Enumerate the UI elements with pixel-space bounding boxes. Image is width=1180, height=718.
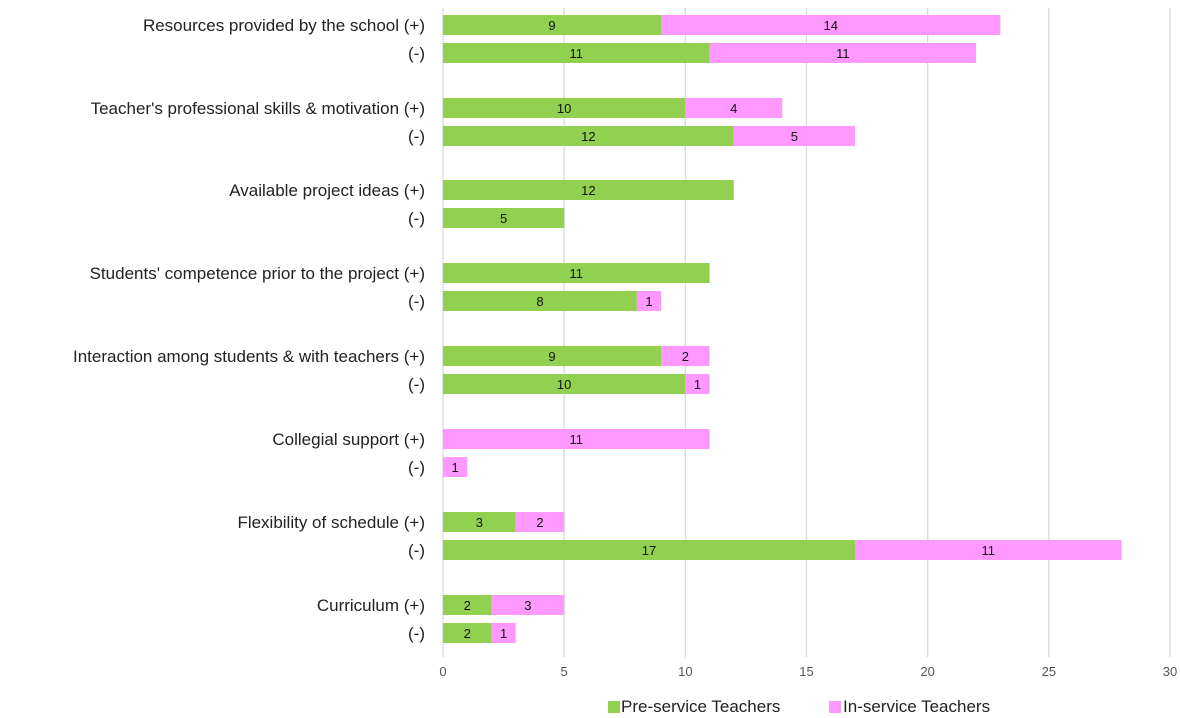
category-label: Collegial support (+) bbox=[272, 430, 425, 449]
data-label: 11 bbox=[570, 46, 584, 61]
legend-swatch-in-service bbox=[829, 701, 841, 713]
data-label: 14 bbox=[823, 18, 837, 33]
category-label: Available project ideas (+) bbox=[229, 181, 425, 200]
bar-segment bbox=[709, 43, 977, 63]
x-tick-label: 15 bbox=[799, 664, 813, 679]
category-label: (-) bbox=[408, 44, 425, 63]
x-tick-labels: 0 5 10 15 20 25 30 bbox=[439, 664, 1177, 679]
legend-label-pre-service: Pre-service Teachers bbox=[621, 697, 780, 716]
bar-segment bbox=[443, 180, 734, 200]
bar-segment bbox=[685, 374, 710, 394]
x-tick-label: 30 bbox=[1163, 664, 1177, 679]
category-label: Students' competence prior to the projec… bbox=[90, 264, 425, 283]
bar-segment bbox=[443, 43, 710, 63]
x-tick-label: 20 bbox=[920, 664, 934, 679]
data-label: 4 bbox=[730, 101, 737, 116]
bar-segment bbox=[854, 540, 1122, 560]
bar-segment bbox=[636, 291, 662, 311]
bar-segment bbox=[733, 126, 855, 146]
category-label: (-) bbox=[408, 624, 425, 643]
bar-segment bbox=[443, 208, 565, 228]
bar-segment bbox=[443, 98, 686, 118]
category-label: (-) bbox=[408, 292, 425, 311]
category-label: (-) bbox=[408, 458, 425, 477]
data-label: 2 bbox=[536, 515, 543, 530]
bar-segment bbox=[443, 126, 734, 146]
bar-segment bbox=[443, 346, 662, 366]
data-label: 10 bbox=[557, 101, 571, 116]
category-label: (-) bbox=[408, 127, 425, 146]
bar-segment bbox=[491, 595, 565, 615]
data-label: 1 bbox=[694, 377, 701, 392]
bar-segment bbox=[443, 15, 662, 35]
data-label: 3 bbox=[524, 598, 531, 613]
data-label: 2 bbox=[464, 626, 471, 641]
legend: Pre-service Teachers In-service Teachers bbox=[608, 697, 990, 716]
data-label: 12 bbox=[581, 183, 595, 198]
bar-segment bbox=[491, 623, 516, 643]
legend-swatch-pre-service bbox=[608, 701, 620, 713]
category-label: Flexibility of schedule (+) bbox=[237, 513, 425, 532]
category-label: (-) bbox=[408, 209, 425, 228]
category-label: (-) bbox=[408, 375, 425, 394]
legend-label-in-service: In-service Teachers bbox=[843, 697, 990, 716]
bar-segment bbox=[443, 263, 710, 283]
data-label: 11 bbox=[836, 46, 850, 61]
x-tick-label: 0 bbox=[439, 664, 446, 679]
data-label: 11 bbox=[982, 543, 996, 558]
data-label: 10 bbox=[557, 377, 571, 392]
bar-segment bbox=[661, 346, 710, 366]
bar-segment bbox=[443, 540, 855, 560]
data-label: 11 bbox=[570, 432, 584, 447]
category-label: Teacher's professional skills & motivati… bbox=[91, 99, 425, 118]
x-tick-label: 25 bbox=[1042, 664, 1056, 679]
data-label: 1 bbox=[645, 294, 652, 309]
category-label: Interaction among students & with teache… bbox=[73, 347, 425, 366]
category-labels: Resources provided by the school (+) (-) T… bbox=[73, 16, 425, 643]
data-label: 11 bbox=[570, 266, 584, 281]
data-label: 2 bbox=[682, 349, 689, 364]
category-label: (-) bbox=[408, 541, 425, 560]
data-label: 5 bbox=[791, 129, 798, 144]
data-label: 17 bbox=[642, 543, 656, 558]
bar-segment bbox=[443, 429, 710, 449]
bar-segment bbox=[443, 623, 492, 643]
data-label: 8 bbox=[536, 294, 543, 309]
data-label: 1 bbox=[451, 460, 458, 475]
data-label: 5 bbox=[500, 211, 507, 226]
bar-segment bbox=[443, 512, 516, 532]
bar-segment bbox=[515, 512, 565, 532]
data-label: 2 bbox=[464, 598, 471, 613]
data-label: 3 bbox=[476, 515, 483, 530]
bar-segment bbox=[443, 595, 492, 615]
data-label: 1 bbox=[500, 626, 507, 641]
bar-segment bbox=[685, 98, 783, 118]
x-tick-label: 10 bbox=[678, 664, 692, 679]
data-label: 12 bbox=[581, 129, 595, 144]
data-label: 9 bbox=[548, 18, 555, 33]
x-tick-label: 5 bbox=[561, 664, 568, 679]
bar-segment bbox=[443, 374, 686, 394]
category-label: Curriculum (+) bbox=[317, 596, 425, 615]
bar-segment bbox=[443, 291, 637, 311]
bar-segment bbox=[443, 457, 468, 477]
category-label: Resources provided by the school (+) bbox=[143, 16, 425, 35]
bar-segment bbox=[661, 15, 1001, 35]
data-label: 9 bbox=[548, 349, 555, 364]
